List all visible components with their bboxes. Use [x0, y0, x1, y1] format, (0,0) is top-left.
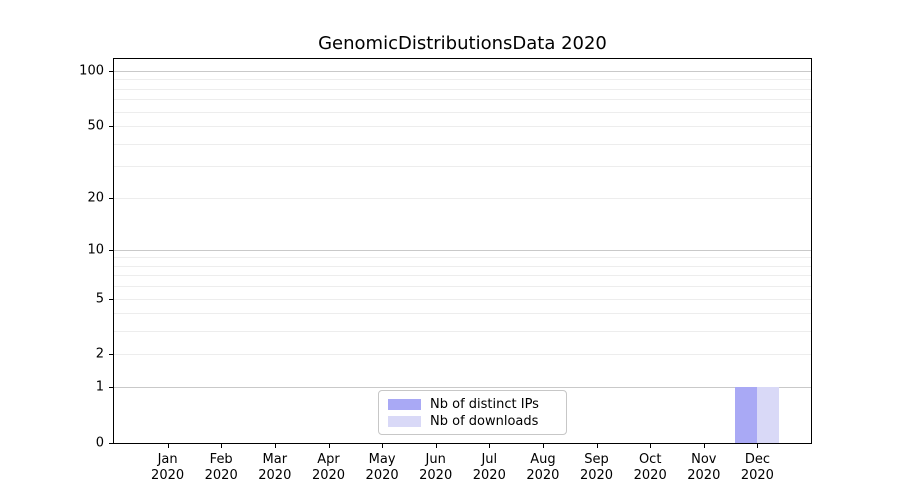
x-tick-label-month: Jan — [157, 452, 178, 467]
x-tick-mark — [650, 444, 652, 448]
y-tick-mark — [109, 298, 113, 300]
x-tick-label-year: 2020 — [687, 468, 721, 483]
x-tick-label-month: Dec — [744, 452, 770, 467]
y-tick-label: 50 — [87, 118, 104, 134]
x-tick-label: Nov 2020 — [674, 452, 734, 484]
major-gridline — [114, 249, 811, 251]
minor-gridline — [114, 143, 811, 145]
x-tick-mark — [274, 444, 276, 448]
x-tick-mark — [596, 444, 598, 448]
x-tick-label-year: 2020 — [740, 468, 774, 483]
y-tick-label: 10 — [87, 242, 104, 258]
x-tick-label-month: May — [368, 452, 396, 467]
minor-gridline — [114, 111, 811, 113]
x-tick-label-year: 2020 — [311, 468, 346, 483]
x-tick-label-month: Oct — [638, 452, 662, 467]
x-tick-mark — [221, 444, 223, 448]
x-tick-label-year: 2020 — [633, 468, 667, 483]
minor-gridline — [114, 88, 811, 90]
x-tick-label-month: Jul — [481, 452, 498, 467]
x-tick-label-year: 2020 — [151, 468, 185, 483]
x-tick-label: Feb 2020 — [191, 452, 251, 484]
x-tick-label-year: 2020 — [258, 468, 292, 483]
gridline-layer — [114, 59, 811, 443]
x-tick-mark — [489, 444, 491, 448]
legend-swatch-distinct-ips-icon — [388, 399, 421, 410]
chart-title: GenomicDistributionsData 2020 — [318, 33, 607, 54]
x-tick-label: Jul 2020 — [459, 452, 519, 484]
legend-label-downloads: Nb of downloads — [430, 414, 539, 429]
x-tick-label-year: 2020 — [419, 468, 453, 483]
x-tick-label-year: 2020 — [579, 468, 614, 483]
bar-nb-of-distinct-ips — [735, 387, 758, 443]
x-tick-mark — [435, 444, 437, 448]
legend-item-distinct-ips: Nb of distinct IPs — [388, 397, 557, 412]
y-tick-mark — [109, 126, 113, 127]
x-tick-label: Sep 2020 — [567, 452, 627, 484]
major-gridline — [114, 70, 811, 72]
y-tick-label: 20 — [87, 190, 104, 205]
minor-gridline — [114, 166, 811, 168]
y-tick-mark — [109, 197, 113, 199]
y-tick-mark — [109, 443, 113, 444]
x-tick-label-month: Aug — [530, 452, 556, 467]
x-tick-label-month: Nov — [691, 452, 717, 467]
bar-nb-of-downloads — [757, 387, 780, 443]
x-tick-mark — [328, 444, 330, 448]
x-tick-label: May 2020 — [352, 452, 412, 484]
y-tick-mark — [109, 354, 113, 356]
x-tick-label-month: Sep — [584, 452, 609, 467]
minor-gridline — [114, 298, 811, 300]
y-tick-label: 0 — [95, 435, 104, 451]
minor-gridline — [114, 79, 811, 81]
y-tick-mark — [109, 70, 113, 72]
x-tick-label: Dec 2020 — [727, 452, 787, 484]
x-tick-mark — [757, 444, 759, 448]
x-tick-mark — [542, 444, 544, 448]
x-tick-mark — [382, 444, 384, 448]
minor-gridline — [114, 99, 811, 101]
x-tick-label-month: Feb — [209, 452, 233, 467]
y-tick-mark — [109, 387, 113, 389]
y-tick-label: 2 — [95, 346, 104, 362]
legend: Nb of distinct IPs Nb of downloads — [378, 390, 567, 435]
x-tick-label-year: 2020 — [204, 468, 238, 483]
x-tick-label: Apr 2020 — [299, 452, 359, 484]
minor-gridline — [114, 265, 811, 267]
legend-label-distinct-ips: Nb of distinct IPs — [430, 397, 539, 412]
minor-gridline — [114, 313, 811, 315]
x-tick-label-year: 2020 — [472, 468, 506, 483]
minor-gridline — [114, 197, 811, 199]
x-tick-mark — [167, 444, 169, 448]
minor-gridline — [114, 354, 811, 356]
legend-item-downloads: Nb of downloads — [388, 414, 557, 429]
minor-gridline — [114, 286, 811, 288]
bar-layer — [114, 59, 811, 443]
x-tick-label: Oct 2020 — [620, 452, 680, 484]
tick-layer: 0 1 2 5 10 20 50 100 Jan 2020 Feb 2020 Mar 2020 Apr 202… — [79, 59, 811, 483]
y-tick-label: 1 — [95, 379, 104, 395]
plot-area: 0 1 2 5 10 20 50 100 Jan 2020 Feb 2020 Mar 2020 Apr 202… — [79, 58, 812, 483]
x-tick-mark — [703, 444, 705, 448]
x-tick-label: Jan 2020 — [138, 452, 198, 484]
y-tick-label: 100 — [79, 63, 104, 79]
x-tick-label-year: 2020 — [526, 468, 560, 483]
x-tick-label-month: Apr — [317, 452, 340, 467]
x-tick-label-month: Mar — [262, 452, 288, 467]
minor-gridline — [114, 257, 811, 259]
y-tick-label: 5 — [95, 291, 104, 306]
x-tick-label-month: Jun — [425, 452, 446, 467]
x-tick-label: Aug 2020 — [513, 452, 573, 484]
minor-gridline — [114, 331, 811, 333]
x-tick-label: Jun 2020 — [406, 452, 466, 484]
legend-swatch-downloads-icon — [388, 416, 421, 427]
minor-gridline — [114, 275, 811, 277]
minor-gridline — [114, 126, 811, 127]
x-tick-label: Mar 2020 — [245, 452, 305, 484]
y-tick-mark — [109, 249, 113, 251]
x-tick-label-year: 2020 — [365, 468, 399, 483]
major-gridline — [114, 387, 811, 389]
